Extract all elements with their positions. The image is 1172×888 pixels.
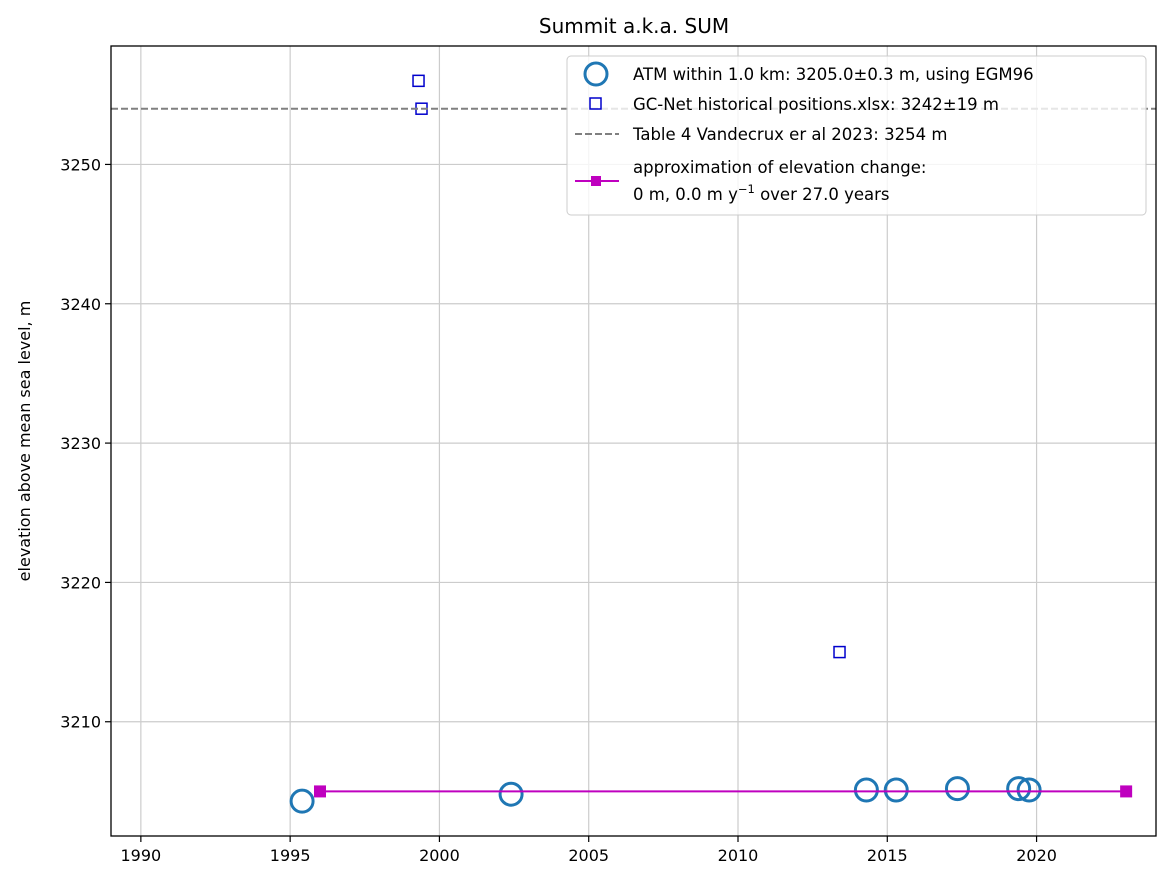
legend-atm-label: ATM within 1.0 km: 3205.0±0.3 m, using E… [633, 65, 1034, 84]
y-tick-label: 3220 [60, 573, 101, 592]
x-tick-label: 2005 [568, 846, 609, 865]
legend-gcnet-label: GC-Net historical positions.xlsx: 3242±1… [633, 95, 999, 114]
legend-gcnet-marker [589, 97, 602, 110]
legend: ATM within 1.0 km: 3205.0±0.3 m, using E… [566, 55, 1147, 216]
legend-approx-label-line2: 0 m, 0.0 m y−1 over 27.0 years [633, 182, 890, 204]
legend-approx-marker [591, 176, 601, 186]
legend-box [566, 55, 1147, 216]
approximation-point [314, 785, 326, 798]
legend-approx-label-line1: approximation of elevation change: [633, 158, 927, 177]
x-tick-label: 2020 [1016, 846, 1057, 865]
atm-point [853, 777, 879, 803]
gcnet-point [833, 645, 846, 659]
atm-point [289, 788, 315, 814]
approximation-point [1120, 785, 1133, 798]
legend-atm-marker [583, 61, 609, 87]
y-tick-label: 3210 [60, 713, 101, 732]
y-tick-label: 3230 [60, 434, 101, 453]
gcnet-point [412, 74, 425, 88]
atm-point [1006, 776, 1032, 802]
x-tick-label: 1990 [120, 846, 161, 865]
chart-title: Summit a.k.a. SUM [539, 14, 729, 38]
y-axis-title: elevation above mean sea level, m [15, 301, 34, 582]
atm-point [498, 781, 524, 807]
x-tick-label: 2000 [419, 846, 460, 865]
plot-frame [110, 45, 1157, 837]
x-axis-ticks: 1990 1995 2000 2005 2010 2015 2020 [120, 836, 1057, 865]
atm-point [883, 777, 909, 803]
y-tick-label: 3240 [60, 295, 101, 314]
x-tick-label: 2015 [867, 846, 908, 865]
y-tick-label: 3250 [60, 155, 101, 174]
x-tick-label: 1995 [270, 846, 311, 865]
atm-point [944, 776, 970, 802]
y-axis-ticks: 3210 3220 3230 3240 3250 [60, 155, 111, 732]
x-tick-label: 2010 [718, 846, 759, 865]
atm-point [1016, 777, 1042, 803]
legend-table4-label: Table 4 Vandecrux er al 2023: 3254 m [632, 125, 947, 144]
